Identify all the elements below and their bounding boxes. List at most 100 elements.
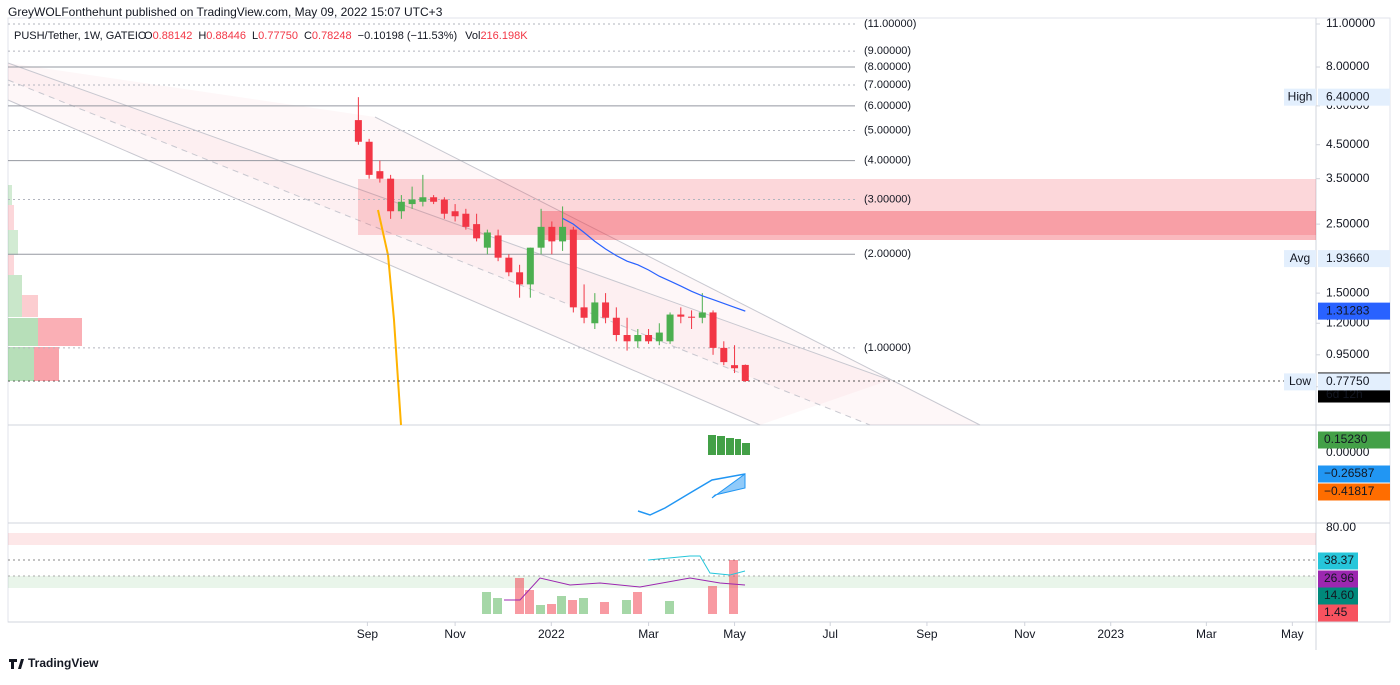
candle-body [634,335,642,342]
badge-name-bg [1284,250,1316,268]
candle-body [430,197,438,202]
badge-name: High [1288,89,1313,103]
candle-body [376,171,384,179]
candle-body [569,229,577,308]
pane-badge-bg [1318,604,1358,622]
y-tick-label: 1.50000 [1326,285,1370,299]
legend-value: 0.77750 [258,30,298,42]
symbol: PUSH/Tether, 1W, GATEIO [14,30,147,42]
candle-body [741,364,749,382]
legend-key: L [252,30,258,42]
x-tick-label: 2023 [1097,627,1124,641]
pane-badge-bg [1318,465,1390,483]
badge-bg [1318,250,1390,268]
pane-tick-label: 80.00 [1326,520,1356,534]
candle-body [354,120,362,142]
candle-body [516,272,524,285]
candle-body [365,141,373,175]
badge-text: 1.93660 [1326,251,1370,265]
level-label: (9.00000) [864,45,911,57]
candle-body [698,312,706,318]
x-tick-label: Mar [638,627,659,641]
candle-body [591,302,599,324]
candle-body [397,201,405,212]
badge-sub: 6d 12h [1326,387,1363,401]
legend-volume-key: Vol [465,30,480,42]
y-tick-label: 4.50000 [1326,137,1370,151]
candle-body [580,307,588,318]
y-tick-label: 11.00000 [1326,16,1375,30]
badge-name: Low [1289,374,1311,388]
brand: TradingView [28,656,99,670]
candle-body [655,332,663,342]
x-tick-label: May [1281,627,1304,641]
legend: O0.88142 H0.88446 L0.77750 C0.78248 −0.10198… [144,30,528,42]
pane-badge-bg [1318,587,1358,605]
legend-key: C [304,30,312,42]
candle-body [419,197,427,202]
legend-item: L0.77750 [252,30,298,42]
legend-volume-value: 216.198K [480,30,528,42]
badge-bg [1318,373,1390,391]
level-label: (5.00000) [864,124,911,136]
pane-badge-text: −0.26587 [1324,466,1375,480]
candle-body [526,247,534,285]
candle-body [612,317,620,336]
legend-value: 0.88142 [153,30,193,42]
level-label: (1.00000) [864,342,911,354]
candle-body [462,213,470,227]
level-label: (6.00000) [864,100,911,112]
candle-body [440,199,448,214]
ma-line [562,217,746,312]
brand-logo [9,659,24,669]
candle-body [623,335,631,342]
candle-body [387,178,395,212]
badge-bg [1318,302,1390,320]
x-tick-label: May [723,627,746,641]
candle-body [473,224,481,239]
x-tick-label: Jul [823,627,838,641]
pane-tick-label: 0.00000 [1326,445,1370,459]
y-tick-label: 0.95000 [1326,347,1370,361]
legend-item: H0.88446 [198,30,246,42]
badge-text: 0.77750 [1326,374,1370,388]
x-tick-label: Sep [357,627,379,641]
x-tick-label: 2022 [538,627,565,641]
indicator-marks [8,435,1316,614]
candle-body [537,226,545,248]
x-tick-label: Nov [1014,627,1035,641]
candle-body [559,226,567,242]
candle-body [720,347,728,363]
badge-text: 6.40000 [1326,89,1370,103]
level-label: (2.00000) [864,248,911,260]
candle-body [505,257,513,273]
pane-badge-bg [1318,431,1390,449]
level-label: (11.00000) [864,18,916,30]
pane-badge-text: 26.96 [1324,571,1354,585]
level-label: (8.00000) [864,61,911,73]
candle-body [602,302,610,318]
pane-badge-bg [1318,552,1358,570]
candle-body [408,199,416,205]
legend-key: O [144,30,153,42]
pane-badge-text: 0.15230 [1324,432,1368,446]
candle-body [483,232,491,248]
publisher: GreyWOLFonthehunt published on TradingVi… [8,5,443,19]
legend-value: 0.78248 [312,30,352,42]
level-label: (4.00000) [864,155,911,167]
y-tick-label: 2.50000 [1326,216,1370,230]
legend-key: H [198,30,206,42]
legend-item: O0.88142 [144,30,192,42]
pane-badge-text: 1.45 [1324,605,1348,619]
drawings [7,62,1316,426]
badge-text: 1.31283 [1326,303,1370,317]
candle-body [494,235,502,258]
badge-name-bg [1284,373,1316,391]
badge-name: Avg [1290,251,1310,265]
pane-badge-text: 38.37 [1324,553,1354,567]
candle-body [688,316,696,318]
pane-badge-text: 14.60 [1324,588,1354,602]
candle-body [666,314,674,342]
